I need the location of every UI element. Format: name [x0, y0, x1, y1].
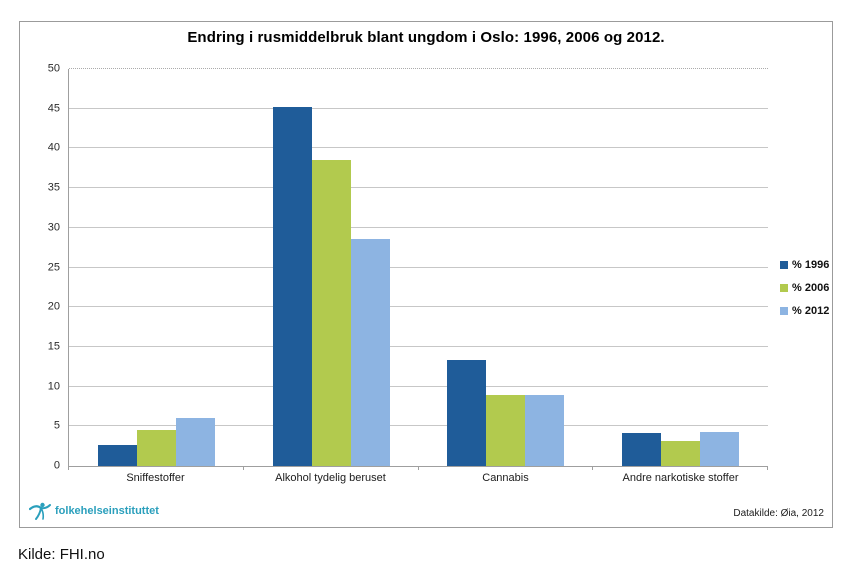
category-label: Alkohol tydelig beruset [275, 472, 386, 484]
bar-group-3 [419, 69, 594, 466]
bar-group-2 [244, 69, 419, 466]
legend-label: % 1996 [792, 259, 830, 271]
legend-label: % 2012 [792, 305, 830, 317]
legend-swatch [780, 261, 788, 269]
gridline-35 [69, 187, 768, 189]
x-axis-tick [767, 466, 768, 470]
legend-item: % 2012 [780, 305, 829, 317]
x-axis-tick [242, 466, 244, 470]
gridline-10 [69, 385, 768, 387]
gridline-30 [69, 226, 768, 228]
category-label: Andre narkotiske stoffer [622, 472, 739, 484]
y-tick-label: 30 [47, 221, 60, 234]
y-tick-label: 15 [47, 340, 60, 353]
x-axis-tick [68, 466, 69, 470]
legend-swatch [780, 284, 788, 292]
chart-title: Endring i rusmiddelbruk blant ungdom i O… [187, 29, 665, 46]
category-label: Sniffestoffer [126, 472, 185, 484]
bar [661, 441, 701, 466]
y-tick-label: 20 [47, 300, 60, 313]
bar [700, 431, 740, 466]
bar [175, 418, 215, 466]
legend-item: % 2006 [780, 282, 829, 294]
gridline-50 [69, 68, 768, 69]
gridline-45 [69, 107, 768, 109]
legend: % 1996 % 2006 % 2012 [780, 259, 829, 317]
category-label: Cannabis [482, 472, 529, 484]
bar [272, 107, 312, 466]
y-tick-label: 5 [53, 419, 60, 432]
y-tick-label: 40 [47, 141, 60, 154]
y-axis-labels: 0 5 10 15 20 25 30 35 40 45 50 [34, 63, 62, 471]
y-tick-label: 45 [47, 102, 60, 115]
bar-group-1 [69, 69, 244, 466]
y-tick-label: 50 [47, 62, 60, 75]
y-tick-label: 10 [47, 380, 60, 393]
y-tick-label: 0 [53, 459, 60, 472]
legend-item: % 1996 [780, 259, 829, 271]
x-axis-tick [417, 466, 419, 470]
bar [136, 430, 176, 466]
bar [311, 160, 351, 466]
bar [97, 445, 137, 466]
gridline-20 [69, 306, 768, 308]
gridline-5 [69, 425, 768, 427]
bar [350, 238, 390, 466]
legend-label: % 2006 [792, 282, 830, 294]
x-axis-labels: Sniffestoffer Alkohol tydelig beruset Cann… [68, 472, 768, 484]
bar-group-4 [593, 69, 768, 466]
y-tick-label: 35 [47, 181, 60, 194]
fhi-logo: folkehelseinstituttet [29, 500, 159, 522]
gridline-25 [69, 266, 768, 268]
x-axis-tick [592, 466, 594, 470]
legend-swatch [780, 307, 788, 315]
datasource-note: Datakilde: Øia, 2012 [733, 508, 824, 519]
bar [622, 433, 662, 466]
bar [447, 359, 487, 466]
fhi-logo-icon [29, 502, 51, 520]
y-tick-label: 25 [47, 261, 60, 273]
gridline-40 [69, 147, 768, 149]
bar [525, 394, 565, 466]
source-caption: Kilde: FHI.no [18, 546, 105, 563]
fhi-logo-text: folkehelseinstituttet [55, 505, 159, 517]
bar [486, 394, 526, 466]
plot-area [68, 68, 768, 470]
chart-frame: Endring i rusmiddelbruk blant ungdom i O… [19, 21, 833, 528]
gridline-15 [69, 345, 768, 347]
